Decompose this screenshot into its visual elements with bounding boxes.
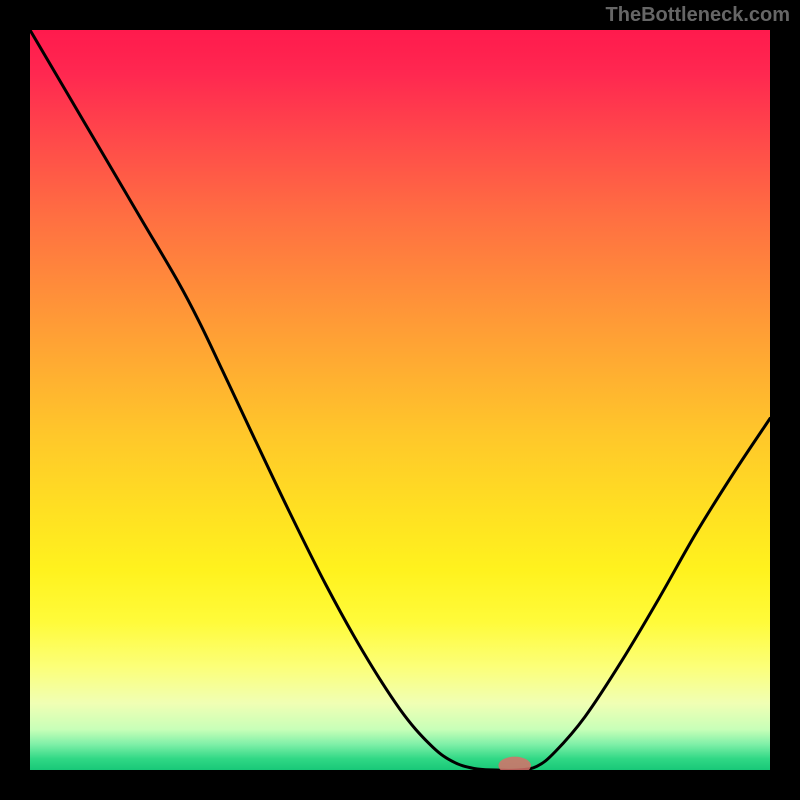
- bottleneck-line-chart: [30, 30, 770, 770]
- chart-container: TheBottleneck.com: [0, 0, 800, 800]
- attribution-text: TheBottleneck.com: [606, 4, 790, 27]
- plot-area: [30, 30, 770, 770]
- chart-line: [30, 30, 770, 770]
- chart-marker: [498, 757, 531, 770]
